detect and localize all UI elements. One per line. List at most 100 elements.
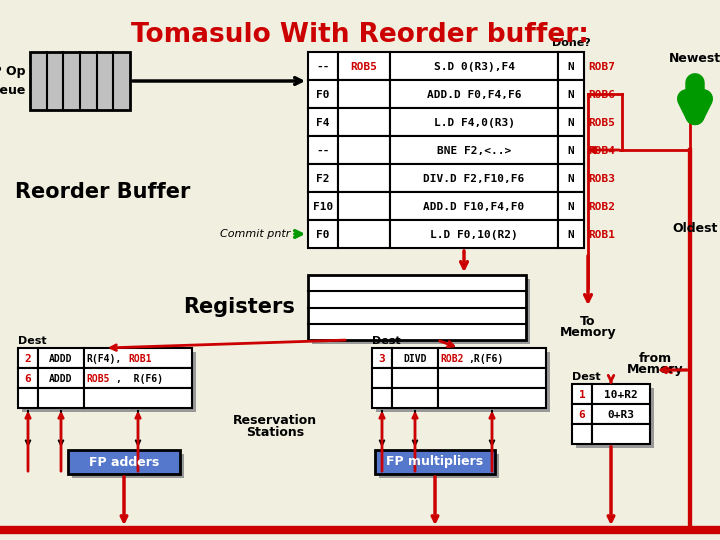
- Text: 10+R2: 10+R2: [604, 390, 638, 400]
- Bar: [392, 348, 438, 368]
- Bar: [338, 220, 390, 248]
- Bar: [558, 164, 584, 192]
- Text: ROB4: ROB4: [588, 146, 615, 156]
- Text: F4: F4: [316, 118, 330, 128]
- Text: S.D 0(R3),F4: S.D 0(R3),F4: [433, 62, 515, 72]
- Bar: [338, 192, 390, 220]
- Text: Stations: Stations: [246, 426, 304, 438]
- Text: N: N: [567, 62, 575, 72]
- Bar: [18, 348, 38, 368]
- Bar: [18, 368, 38, 388]
- Bar: [338, 136, 390, 164]
- Text: L.D F0,10(R2): L.D F0,10(R2): [430, 230, 518, 240]
- Bar: [572, 424, 592, 444]
- Bar: [338, 80, 390, 108]
- Bar: [308, 164, 338, 192]
- Text: ROB3: ROB3: [588, 174, 615, 184]
- Bar: [84, 388, 192, 408]
- Bar: [18, 388, 38, 408]
- Text: To: To: [580, 315, 595, 328]
- Text: ADDD: ADDD: [49, 374, 73, 384]
- Text: L.D F4,0(R3): L.D F4,0(R3): [433, 118, 515, 128]
- Text: ,R(F6): ,R(F6): [468, 354, 503, 364]
- Text: ROB6: ROB6: [588, 90, 615, 100]
- Bar: [379, 454, 499, 478]
- Text: Registers: Registers: [183, 297, 295, 317]
- Text: ADD.D F10,F4,F0: ADD.D F10,F4,F0: [423, 202, 525, 212]
- Bar: [558, 192, 584, 220]
- Text: ,  R(F6): , R(F6): [116, 374, 163, 384]
- Bar: [390, 192, 558, 220]
- Bar: [576, 388, 654, 448]
- Text: N: N: [567, 146, 575, 156]
- Text: DIV.D F2,F10,F6: DIV.D F2,F10,F6: [423, 174, 525, 184]
- Text: ROB7: ROB7: [588, 62, 615, 72]
- Bar: [390, 220, 558, 248]
- Bar: [84, 368, 192, 388]
- Text: Oldest: Oldest: [672, 222, 718, 235]
- Bar: [308, 108, 338, 136]
- Text: F0: F0: [316, 90, 330, 100]
- Text: F0: F0: [316, 230, 330, 240]
- Bar: [308, 192, 338, 220]
- Bar: [558, 80, 584, 108]
- Text: Memory: Memory: [559, 326, 616, 339]
- Text: N: N: [567, 174, 575, 184]
- Text: 1: 1: [579, 390, 585, 400]
- Text: ROB2: ROB2: [440, 354, 464, 364]
- Bar: [308, 275, 526, 340]
- Bar: [592, 424, 650, 444]
- Text: BNE F2,<..>: BNE F2,<..>: [437, 146, 511, 156]
- Text: --: --: [316, 62, 330, 72]
- Text: F2: F2: [316, 174, 330, 184]
- Bar: [338, 52, 390, 80]
- Text: 3: 3: [379, 354, 385, 364]
- Bar: [68, 450, 180, 474]
- Text: 2: 2: [24, 354, 32, 364]
- Text: Commit pntr: Commit pntr: [220, 229, 290, 239]
- Bar: [308, 80, 338, 108]
- Text: Tomasulo With Reorder buffer:: Tomasulo With Reorder buffer:: [131, 22, 589, 48]
- Text: 6: 6: [24, 374, 32, 384]
- Text: N: N: [567, 118, 575, 128]
- Text: Reorder Buffer: Reorder Buffer: [15, 182, 190, 202]
- Bar: [572, 404, 592, 424]
- Bar: [392, 388, 438, 408]
- Text: ROB5: ROB5: [588, 118, 615, 128]
- Bar: [372, 368, 392, 388]
- Text: Dest: Dest: [372, 336, 400, 346]
- Bar: [372, 348, 392, 368]
- Bar: [84, 348, 192, 368]
- Text: DIVD: DIVD: [403, 354, 427, 364]
- Bar: [390, 164, 558, 192]
- Bar: [72, 454, 184, 478]
- Text: Reservation: Reservation: [233, 414, 317, 427]
- Text: --: --: [316, 146, 330, 156]
- Text: ADDD: ADDD: [49, 354, 73, 364]
- Text: ROB5: ROB5: [86, 374, 109, 384]
- Bar: [572, 384, 592, 404]
- Text: FP adders: FP adders: [89, 456, 159, 469]
- Bar: [558, 136, 584, 164]
- Text: Done?: Done?: [552, 38, 590, 48]
- Bar: [312, 279, 530, 344]
- Bar: [438, 348, 546, 368]
- Text: F10: F10: [313, 202, 333, 212]
- Bar: [38, 348, 84, 368]
- Text: ADD.D F0,F4,F6: ADD.D F0,F4,F6: [427, 90, 521, 100]
- Text: N: N: [567, 202, 575, 212]
- Text: FP multipliers: FP multipliers: [387, 456, 484, 469]
- Bar: [22, 352, 196, 412]
- Text: from: from: [639, 352, 672, 365]
- Bar: [375, 450, 495, 474]
- Bar: [390, 108, 558, 136]
- Bar: [592, 384, 650, 404]
- Bar: [390, 52, 558, 80]
- Text: Newest: Newest: [669, 52, 720, 65]
- Bar: [558, 52, 584, 80]
- Bar: [390, 80, 558, 108]
- Text: Memory: Memory: [626, 363, 683, 376]
- Bar: [338, 108, 390, 136]
- Text: N: N: [567, 90, 575, 100]
- Text: ROB1: ROB1: [588, 230, 615, 240]
